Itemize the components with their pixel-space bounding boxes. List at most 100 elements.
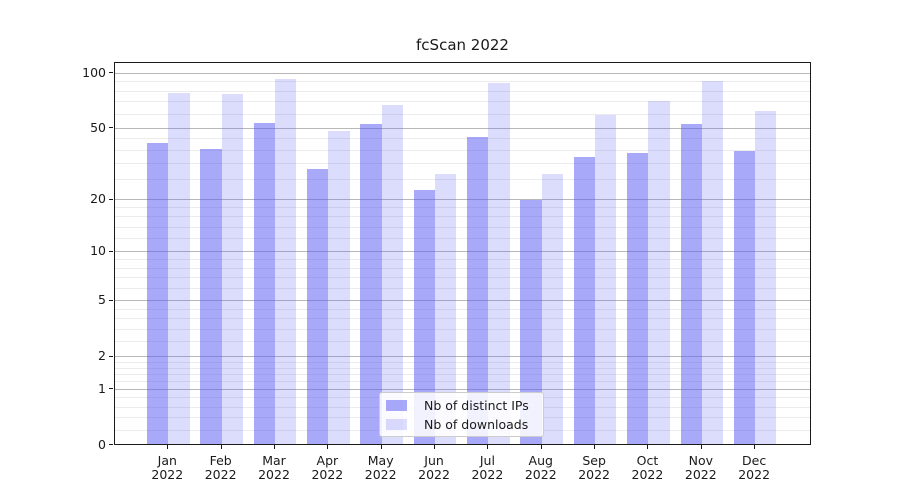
x-tick-mark (327, 445, 329, 449)
minor-gridline (115, 308, 810, 310)
x-tick-label-mar: Mar 2022 (258, 452, 290, 482)
minor-gridline (115, 287, 810, 289)
bar-distinct-ips-sep-2022 (573, 157, 596, 445)
minor-gridline (115, 226, 810, 228)
minor-gridline (115, 163, 810, 165)
bar-downloads-may-2022 (381, 104, 403, 445)
chart-title: fcScan 2022 (416, 36, 509, 54)
minor-gridline (115, 149, 810, 151)
minor-gridline (115, 259, 810, 261)
major-gridline (115, 251, 810, 253)
bar-downloads-jun-2022 (435, 174, 457, 445)
x-tick-mark (540, 445, 542, 449)
y-tick-mark (109, 72, 113, 74)
major-gridline (115, 127, 810, 129)
legend-item-downloads: Nb of downloads (386, 417, 535, 432)
bar-distinct-ips-jan-2022 (147, 142, 169, 445)
y-tick-label: 0 (98, 436, 106, 452)
minor-gridline (115, 367, 810, 369)
bar-downloads-nov-2022 (701, 80, 724, 445)
x-tick-label-apr: Apr 2022 (311, 452, 344, 482)
bar-downloads-feb-2022 (221, 93, 243, 445)
x-tick-label-feb: Feb 2022 (204, 452, 237, 482)
x-tick-label-may: May 2022 (364, 452, 397, 482)
minor-gridline (115, 374, 810, 376)
x-tick-mark (274, 445, 275, 449)
minor-gridline (115, 179, 810, 181)
x-tick-mark (167, 445, 169, 449)
x-tick-label-aug: Aug 2022 (524, 452, 557, 482)
x-tick-label-dec: Dec 2022 (738, 452, 771, 482)
y-tick-label: 100 (82, 64, 106, 80)
y-tick-mark (109, 355, 113, 357)
minor-gridline (115, 341, 810, 343)
y-tick-mark (109, 388, 113, 390)
plot-area (114, 62, 811, 445)
x-tick-mark (754, 445, 756, 449)
bar-downloads-sep-2022 (595, 114, 617, 445)
bar-downloads-aug-2022 (541, 174, 564, 445)
major-gridline (115, 199, 810, 201)
legend-item-distinct-ips: Nb of distinct IPs (386, 398, 535, 413)
y-tick-label: 20 (90, 191, 106, 207)
bar-distinct-ips-aug-2022 (520, 200, 542, 445)
y-tick-label: 50 (90, 119, 106, 135)
x-tick-label-sep: Sep 2022 (578, 452, 610, 482)
y-tick-mark (109, 299, 113, 301)
minor-gridline (115, 361, 810, 363)
x-tick-label-nov: Nov 2022 (684, 452, 717, 482)
major-gridline (115, 356, 810, 358)
y-tick-label: 1 (98, 380, 106, 396)
minor-gridline (115, 277, 810, 279)
x-tick-label-jan: Jan 2022 (151, 452, 184, 482)
y-tick-mark (109, 444, 113, 445)
bar-distinct-ips-dec-2022 (733, 150, 756, 445)
minor-gridline (115, 113, 810, 115)
x-tick-mark (487, 445, 489, 449)
minor-gridline (115, 90, 810, 92)
bar-downloads-mar-2022 (275, 78, 297, 445)
x-tick-label-jul: Jul 2022 (471, 452, 504, 482)
y-tick-mark (109, 250, 113, 252)
bar-distinct-ips-oct-2022 (627, 152, 649, 445)
legend-label-distinct-ips: Nb of distinct IPs (424, 397, 529, 413)
bar-downloads-oct-2022 (648, 101, 670, 445)
bar-distinct-ips-feb-2022 (200, 148, 222, 445)
minor-gridline (115, 381, 810, 383)
x-tick-mark (647, 445, 649, 449)
major-gridline (115, 388, 810, 390)
major-gridline (115, 300, 810, 302)
bar-distinct-ips-jun-2022 (413, 189, 436, 445)
x-tick-mark (594, 445, 596, 449)
y-tick-mark (109, 198, 113, 200)
legend: Nb of distinct IPs Nb of downloads (379, 392, 544, 437)
x-tick-mark (380, 445, 382, 449)
bar-downloads-jan-2022 (168, 92, 190, 445)
bar-downloads-dec-2022 (755, 110, 777, 445)
x-tick-mark (700, 445, 702, 449)
y-tick-mark (109, 127, 113, 129)
minor-gridline (115, 207, 810, 209)
minor-gridline (115, 216, 810, 218)
y-tick-label: 5 (98, 292, 106, 308)
bar-distinct-ips-mar-2022 (253, 122, 275, 445)
bar-downloads-jul-2022 (488, 83, 510, 445)
y-tick-label: 10 (90, 243, 106, 259)
minor-gridline (115, 101, 810, 103)
legend-swatch-downloads (386, 418, 407, 430)
bar-distinct-ips-may-2022 (360, 124, 382, 445)
x-tick-label-jun: Jun 2022 (418, 452, 450, 482)
minor-gridline (115, 238, 810, 240)
minor-gridline (115, 328, 810, 330)
legend-label-downloads: Nb of downloads (424, 416, 529, 432)
bar-distinct-ips-nov-2022 (680, 124, 702, 445)
legend-swatch-distinct-ips (386, 399, 407, 411)
bar-distinct-ips-apr-2022 (307, 169, 329, 445)
x-tick-label-oct: Oct 2022 (631, 452, 664, 482)
y-tick-label: 2 (98, 348, 106, 364)
minor-gridline (115, 267, 810, 269)
minor-gridline (115, 81, 810, 83)
minor-gridline (115, 318, 810, 320)
bar-downloads-apr-2022 (328, 130, 350, 445)
